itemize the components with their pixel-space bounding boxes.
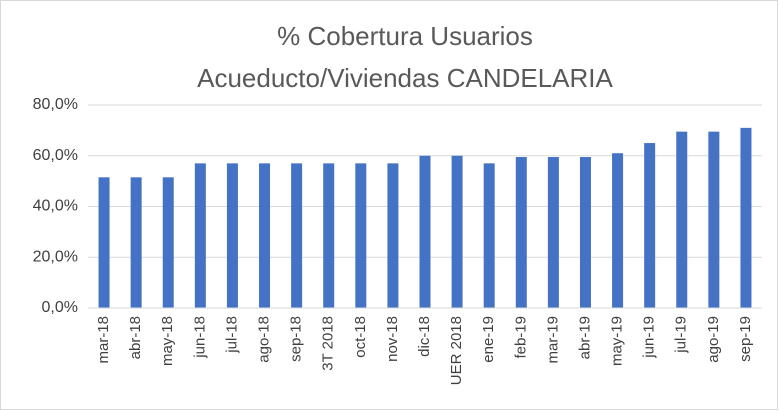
x-tick-label: UER 2018 (448, 316, 465, 385)
bar (194, 163, 206, 308)
x-tick-label: may-19 (609, 316, 626, 366)
bar (226, 163, 238, 308)
y-tick-label: 80,0% (33, 96, 78, 113)
x-tick-label: sep-19 (737, 316, 754, 362)
x-tick-label: ago-18 (255, 316, 272, 363)
x-tick-label: ago-19 (705, 316, 722, 363)
chart-title: Acueducto/Viviendas CANDELARIA (197, 63, 613, 93)
y-tick-label: 40,0% (33, 198, 78, 215)
x-tick-label: abr-18 (127, 316, 144, 359)
bar (259, 163, 271, 308)
x-tick-label: jun-18 (191, 316, 208, 359)
x-tick-label: 3T 2018 (320, 316, 337, 371)
bar (323, 163, 335, 308)
bar (355, 163, 367, 308)
bar (451, 155, 463, 308)
x-tick-label: dic-18 (416, 316, 433, 357)
bar (483, 163, 495, 308)
x-tick-label: jul-19 (673, 316, 690, 354)
chart-title: % Cobertura Usuarios (277, 21, 533, 51)
bar (612, 153, 624, 308)
bar (98, 177, 110, 308)
x-tick-label: may-18 (159, 316, 176, 366)
bar (644, 143, 656, 308)
y-tick-label: 60,0% (33, 147, 78, 164)
x-tick-label: mar-18 (95, 316, 112, 364)
x-tick-label: sep-18 (288, 316, 305, 362)
x-tick-label: ene-19 (480, 316, 497, 363)
x-tick-label: feb-19 (512, 316, 529, 359)
y-tick-label: 20,0% (33, 248, 78, 265)
x-tick-label: oct-18 (352, 316, 369, 358)
bar (387, 163, 399, 308)
bar (547, 157, 559, 308)
x-tick-label: mar-19 (544, 316, 561, 364)
x-tick-label: jun-19 (641, 316, 658, 359)
x-tick-label: jul-18 (223, 316, 240, 354)
x-tick-label: abr-19 (576, 316, 593, 359)
bar (740, 127, 752, 309)
bar (419, 155, 431, 308)
bar (708, 131, 720, 308)
bar (162, 177, 174, 308)
bar (291, 163, 303, 308)
bar (130, 177, 142, 308)
x-tick-label: nov-18 (384, 316, 401, 362)
bar (579, 157, 591, 308)
bar (676, 131, 688, 308)
bar (515, 157, 527, 308)
y-tick-label: 0,0% (42, 299, 78, 316)
